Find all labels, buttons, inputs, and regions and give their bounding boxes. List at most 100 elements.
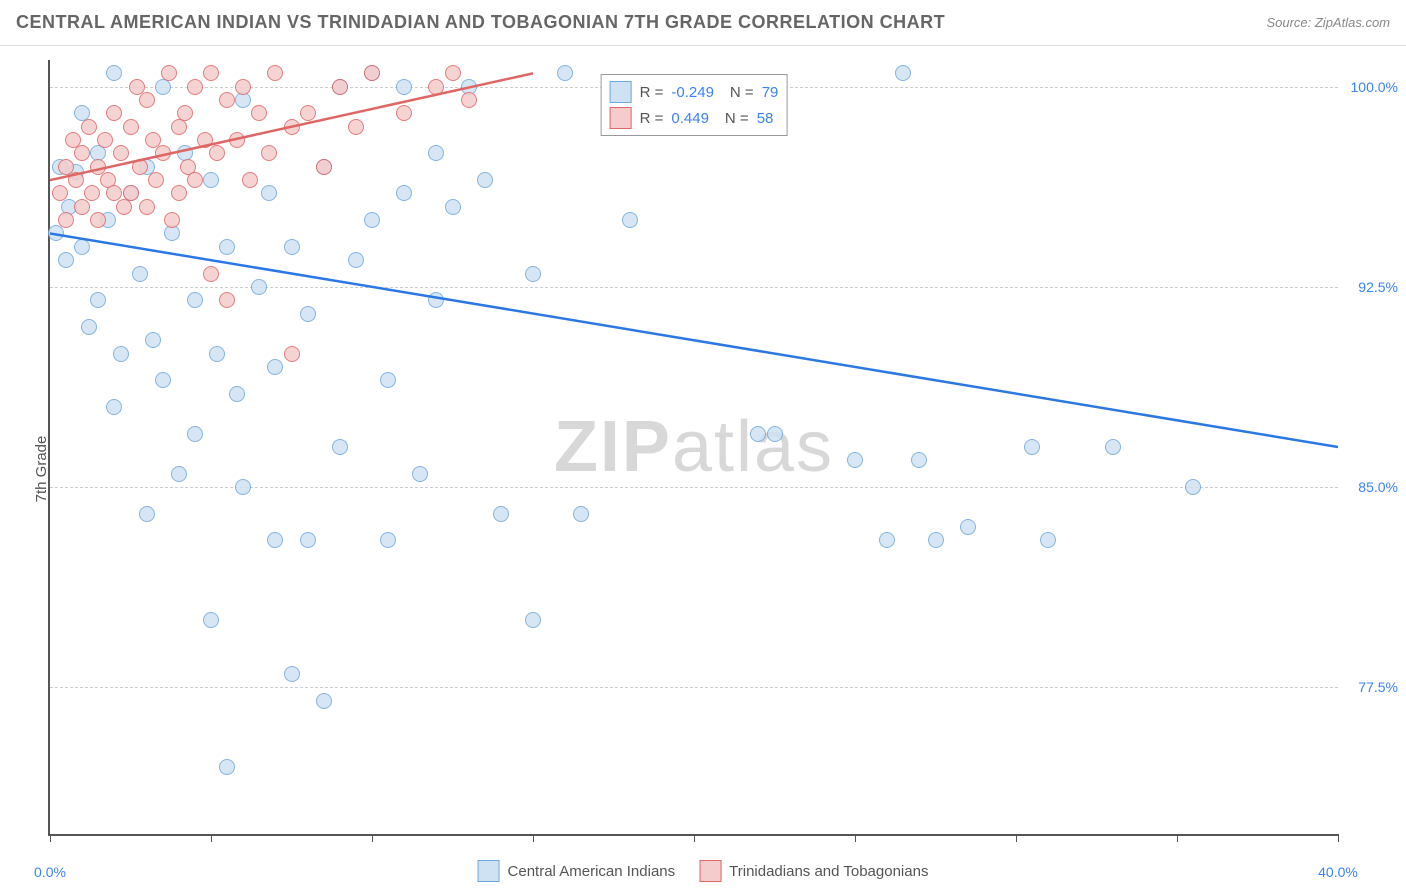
scatter-point: [197, 132, 213, 148]
scatter-point: [396, 105, 412, 121]
scatter-point: [1040, 532, 1056, 548]
legend-n-value: 79: [762, 84, 779, 101]
scatter-point: [380, 532, 396, 548]
scatter-point: [348, 252, 364, 268]
scatter-point: [203, 266, 219, 282]
scatter-point: [132, 159, 148, 175]
y-tick-label: 77.5%: [1358, 679, 1398, 695]
scatter-point: [396, 79, 412, 95]
watermark-zip: ZIP: [554, 407, 672, 487]
x-tick: [533, 834, 534, 842]
scatter-point: [557, 65, 573, 81]
scatter-point: [412, 466, 428, 482]
scatter-point: [58, 252, 74, 268]
scatter-point: [242, 172, 258, 188]
watermark: ZIPatlas: [554, 406, 834, 488]
scatter-point: [187, 79, 203, 95]
scatter-point: [164, 212, 180, 228]
scatter-point: [267, 65, 283, 81]
scatter-point: [364, 212, 380, 228]
scatter-point: [428, 145, 444, 161]
scatter-point: [251, 105, 267, 121]
scatter-point: [139, 506, 155, 522]
scatter-point: [284, 666, 300, 682]
chart-source: Source: ZipAtlas.com: [1266, 15, 1390, 30]
scatter-point: [428, 292, 444, 308]
scatter-point: [267, 359, 283, 375]
legend-n-label: N =: [730, 84, 754, 101]
scatter-point: [177, 105, 193, 121]
grid-line: [50, 287, 1338, 288]
legend-n-label: N =: [725, 110, 749, 127]
legend-swatch: [610, 81, 632, 103]
scatter-point: [380, 372, 396, 388]
scatter-point: [219, 759, 235, 775]
scatter-point: [209, 145, 225, 161]
scatter-point: [1024, 439, 1040, 455]
scatter-point: [106, 105, 122, 121]
scatter-point: [74, 199, 90, 215]
grid-line: [50, 687, 1338, 688]
scatter-point: [1105, 439, 1121, 455]
scatter-point: [74, 145, 90, 161]
scatter-point: [911, 452, 927, 468]
scatter-point: [261, 185, 277, 201]
scatter-point: [428, 79, 444, 95]
scatter-point: [123, 185, 139, 201]
scatter-point: [316, 159, 332, 175]
scatter-point: [203, 612, 219, 628]
scatter-point: [81, 319, 97, 335]
scatter-point: [219, 92, 235, 108]
legend-r-value: 0.449: [671, 110, 709, 127]
x-tick: [211, 834, 212, 842]
y-tick-label: 92.5%: [1358, 279, 1398, 295]
scatter-point: [219, 292, 235, 308]
scatter-point: [332, 439, 348, 455]
scatter-point: [123, 119, 139, 135]
y-tick-label: 85.0%: [1358, 479, 1398, 495]
x-tick: [372, 834, 373, 842]
scatter-point: [284, 346, 300, 362]
x-tick: [855, 834, 856, 842]
scatter-point: [52, 185, 68, 201]
scatter-point: [106, 65, 122, 81]
scatter-point: [750, 426, 766, 442]
watermark-atlas: atlas: [672, 407, 834, 487]
scatter-point: [251, 279, 267, 295]
scatter-point: [113, 346, 129, 362]
scatter-point: [847, 452, 863, 468]
scatter-point: [148, 172, 164, 188]
scatter-point: [928, 532, 944, 548]
scatter-point: [58, 212, 74, 228]
scatter-point: [90, 212, 106, 228]
x-tick-label: 0.0%: [34, 864, 66, 880]
scatter-point: [48, 225, 64, 241]
scatter-point: [895, 65, 911, 81]
scatter-point: [145, 332, 161, 348]
scatter-point: [493, 506, 509, 522]
scatter-point: [203, 172, 219, 188]
scatter-point: [261, 145, 277, 161]
scatter-point: [316, 693, 332, 709]
legend-swatch: [699, 860, 721, 882]
chart-title: CENTRAL AMERICAN INDIAN VS TRINIDADIAN A…: [16, 12, 945, 33]
scatter-point: [171, 185, 187, 201]
scatter-point: [187, 172, 203, 188]
scatter-point: [229, 386, 245, 402]
legend-label: Trinidadians and Tobagonians: [729, 863, 928, 880]
legend-r-label: R =: [640, 110, 664, 127]
legend-item: Central American Indians: [478, 860, 676, 882]
bottom-legend: Central American Indians Trinidadians and…: [478, 860, 929, 882]
legend-label: Central American Indians: [508, 863, 676, 880]
scatter-point: [300, 105, 316, 121]
scatter-point: [203, 65, 219, 81]
scatter-point: [445, 65, 461, 81]
scatter-point: [348, 119, 364, 135]
legend-swatch: [610, 107, 632, 129]
scatter-point: [229, 132, 245, 148]
scatter-point: [300, 306, 316, 322]
scatter-point: [106, 399, 122, 415]
plot-area: ZIPatlas 77.5%85.0%92.5%100.0%0.0%40.0%R…: [48, 60, 1338, 836]
scatter-point: [332, 79, 348, 95]
legend-item: Trinidadians and Tobagonians: [699, 860, 928, 882]
